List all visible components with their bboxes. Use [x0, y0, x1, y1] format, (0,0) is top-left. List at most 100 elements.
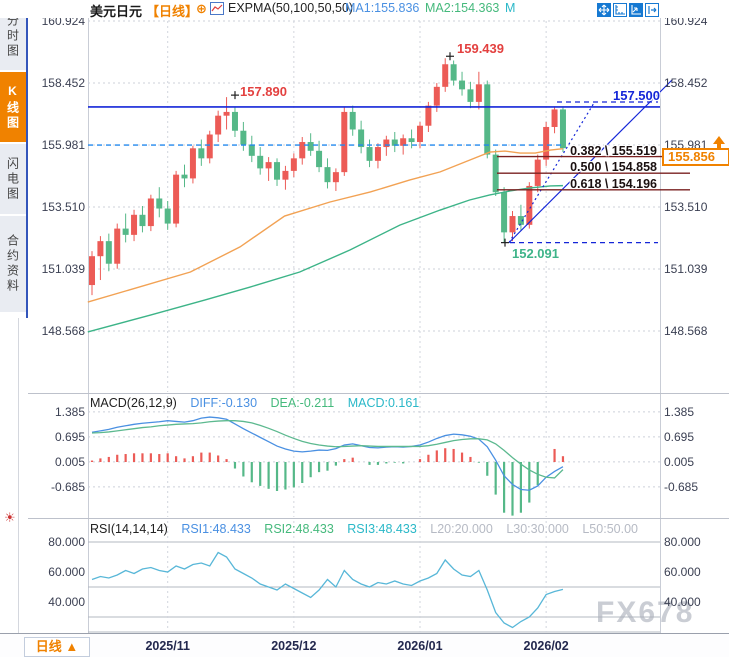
- candle-body: [164, 208, 171, 224]
- candle-body: [559, 109, 566, 149]
- period-button-label: 日线: [35, 639, 62, 654]
- rsi-l20-value: L20:20.000: [430, 522, 493, 536]
- candle-body: [425, 105, 432, 126]
- right-plot-border: [660, 0, 661, 633]
- price-tick: 153.510: [664, 200, 708, 215]
- candle-body: [282, 170, 289, 180]
- candle-body: [181, 174, 188, 179]
- candle-body: [307, 142, 314, 151]
- candle-body: [408, 138, 415, 143]
- price-tick: 148.568: [41, 324, 85, 338]
- sidebar-tab-contract-info[interactable]: 合约资料: [0, 216, 26, 312]
- candle-body: [475, 84, 482, 102]
- macd-diff-line: [91, 416, 564, 491]
- chart-header: 美元日元 【日线】 ⊕ EXPMA(50,100,50,50) MA1:155.…: [0, 0, 729, 20]
- macd-tick: 0.695: [54, 429, 85, 444]
- axis-scale-icon[interactable]: [613, 3, 627, 17]
- candle-body: [501, 192, 508, 233]
- macd-hist-value: MACD:0.161: [347, 396, 420, 410]
- candle-body: [416, 125, 423, 143]
- candle-body: [509, 216, 516, 233]
- rsi-tick: 80.000: [48, 535, 85, 549]
- rsi-tick: 60.000: [48, 565, 85, 579]
- period-selector-button[interactable]: 日线 ▲: [24, 637, 90, 657]
- price-tick: 155.981: [41, 138, 85, 153]
- tab-label: 闪电图: [5, 156, 20, 202]
- macd-tick: -0.685: [664, 479, 699, 494]
- candle-body: [131, 214, 138, 235]
- x-axis-month-label: 2026/02: [523, 639, 569, 653]
- price-up-arrow-icon: [713, 136, 725, 148]
- candle-body: [198, 148, 205, 159]
- candle-body: [89, 256, 95, 286]
- period-tag: 【日线】: [146, 4, 199, 19]
- rsi-l50-value: L50:50.00: [582, 522, 638, 536]
- candle-body: [467, 89, 474, 102]
- ma1-value: MA1:155.836: [345, 1, 420, 15]
- fib-382-label: 0.382 \ 155.519: [570, 144, 657, 158]
- candle-body: [206, 134, 213, 159]
- x-axis-month-label: 2026/01: [397, 639, 443, 653]
- low-price-label: 152.091: [512, 246, 559, 261]
- candle-body: [240, 130, 247, 145]
- macd-diff-value: DIFF:-0.130: [190, 396, 258, 410]
- left-panel-edge: [18, 318, 19, 633]
- candle-body: [290, 158, 297, 171]
- symbol-title: 美元日元: [90, 4, 143, 19]
- watermark: FX678: [596, 596, 695, 629]
- sidebar-tab-lightning-chart[interactable]: 闪电图: [0, 144, 26, 214]
- pop-out-icon[interactable]: [645, 3, 659, 17]
- bottom-bar: 日线 ▲ 2025/11 2025/12 2026/01 2026/02: [0, 633, 729, 657]
- candle-body: [366, 147, 373, 161]
- main-macd-divider: [28, 393, 729, 394]
- rsi-l30-value: L30:30.000: [506, 522, 569, 536]
- add-indicator-icon[interactable]: ⊕: [196, 1, 207, 16]
- x-axis-month-label: 2025/12: [271, 639, 317, 653]
- candle-body: [400, 138, 407, 146]
- price-tick: 158.452: [664, 76, 708, 91]
- rsi-tick: 40.000: [48, 595, 85, 609]
- macd-tick: 0.005: [54, 454, 85, 469]
- chart-scale-icon[interactable]: [629, 3, 643, 17]
- fib-500-label: 0.500 \ 154.858: [570, 160, 657, 174]
- mini-chart-icon[interactable]: [210, 2, 224, 20]
- price-tick: 151.039: [664, 262, 708, 276]
- rsi3-value: RSI3:48.433: [347, 522, 417, 536]
- candle-body: [543, 126, 550, 160]
- sidebar-divider: [26, 0, 28, 318]
- candle-body: [374, 147, 381, 161]
- candle-body: [173, 174, 180, 224]
- tab-label: K线图: [5, 83, 20, 131]
- macd-rsi-divider: [28, 518, 729, 519]
- candle-body: [299, 142, 306, 159]
- candle-body: [517, 216, 524, 225]
- candle-body: [114, 228, 121, 264]
- candle-body: [316, 150, 323, 168]
- rsi-tick: 80.000: [664, 535, 701, 549]
- expma-line: [87, 147, 564, 303]
- candle-body: [97, 241, 104, 257]
- peak2-price-label: 159.439: [457, 41, 504, 56]
- candle-body: [257, 155, 264, 169]
- candle-body: [433, 86, 440, 106]
- rsi-tick: 60.000: [664, 565, 701, 579]
- price-tick: 148.568: [664, 324, 708, 338]
- pan-tool-icon[interactable]: [597, 3, 611, 17]
- macd-panel-header: MACD(26,12,9) DIFF:-0.130 DEA:-0.211 MAC…: [90, 396, 429, 410]
- candle-body: [459, 80, 466, 90]
- peak1-price-label: 157.890: [240, 84, 287, 99]
- tab-label: 分时图: [5, 13, 20, 59]
- candle-body: [248, 144, 255, 156]
- resistance-price-label: 157.500: [613, 88, 660, 103]
- candle-body: [147, 198, 154, 227]
- candle-body: [215, 115, 222, 135]
- ma2-value: MA2:154.363: [425, 1, 500, 15]
- candle-body: [526, 185, 533, 225]
- macd-tick: 1.385: [54, 404, 85, 419]
- sidebar-tab-kline-chart[interactable]: K线图: [0, 72, 26, 142]
- candle-body: [231, 111, 238, 131]
- indicator-settings-icon[interactable]: ☀: [4, 510, 16, 525]
- trend-line-solid: [508, 79, 673, 244]
